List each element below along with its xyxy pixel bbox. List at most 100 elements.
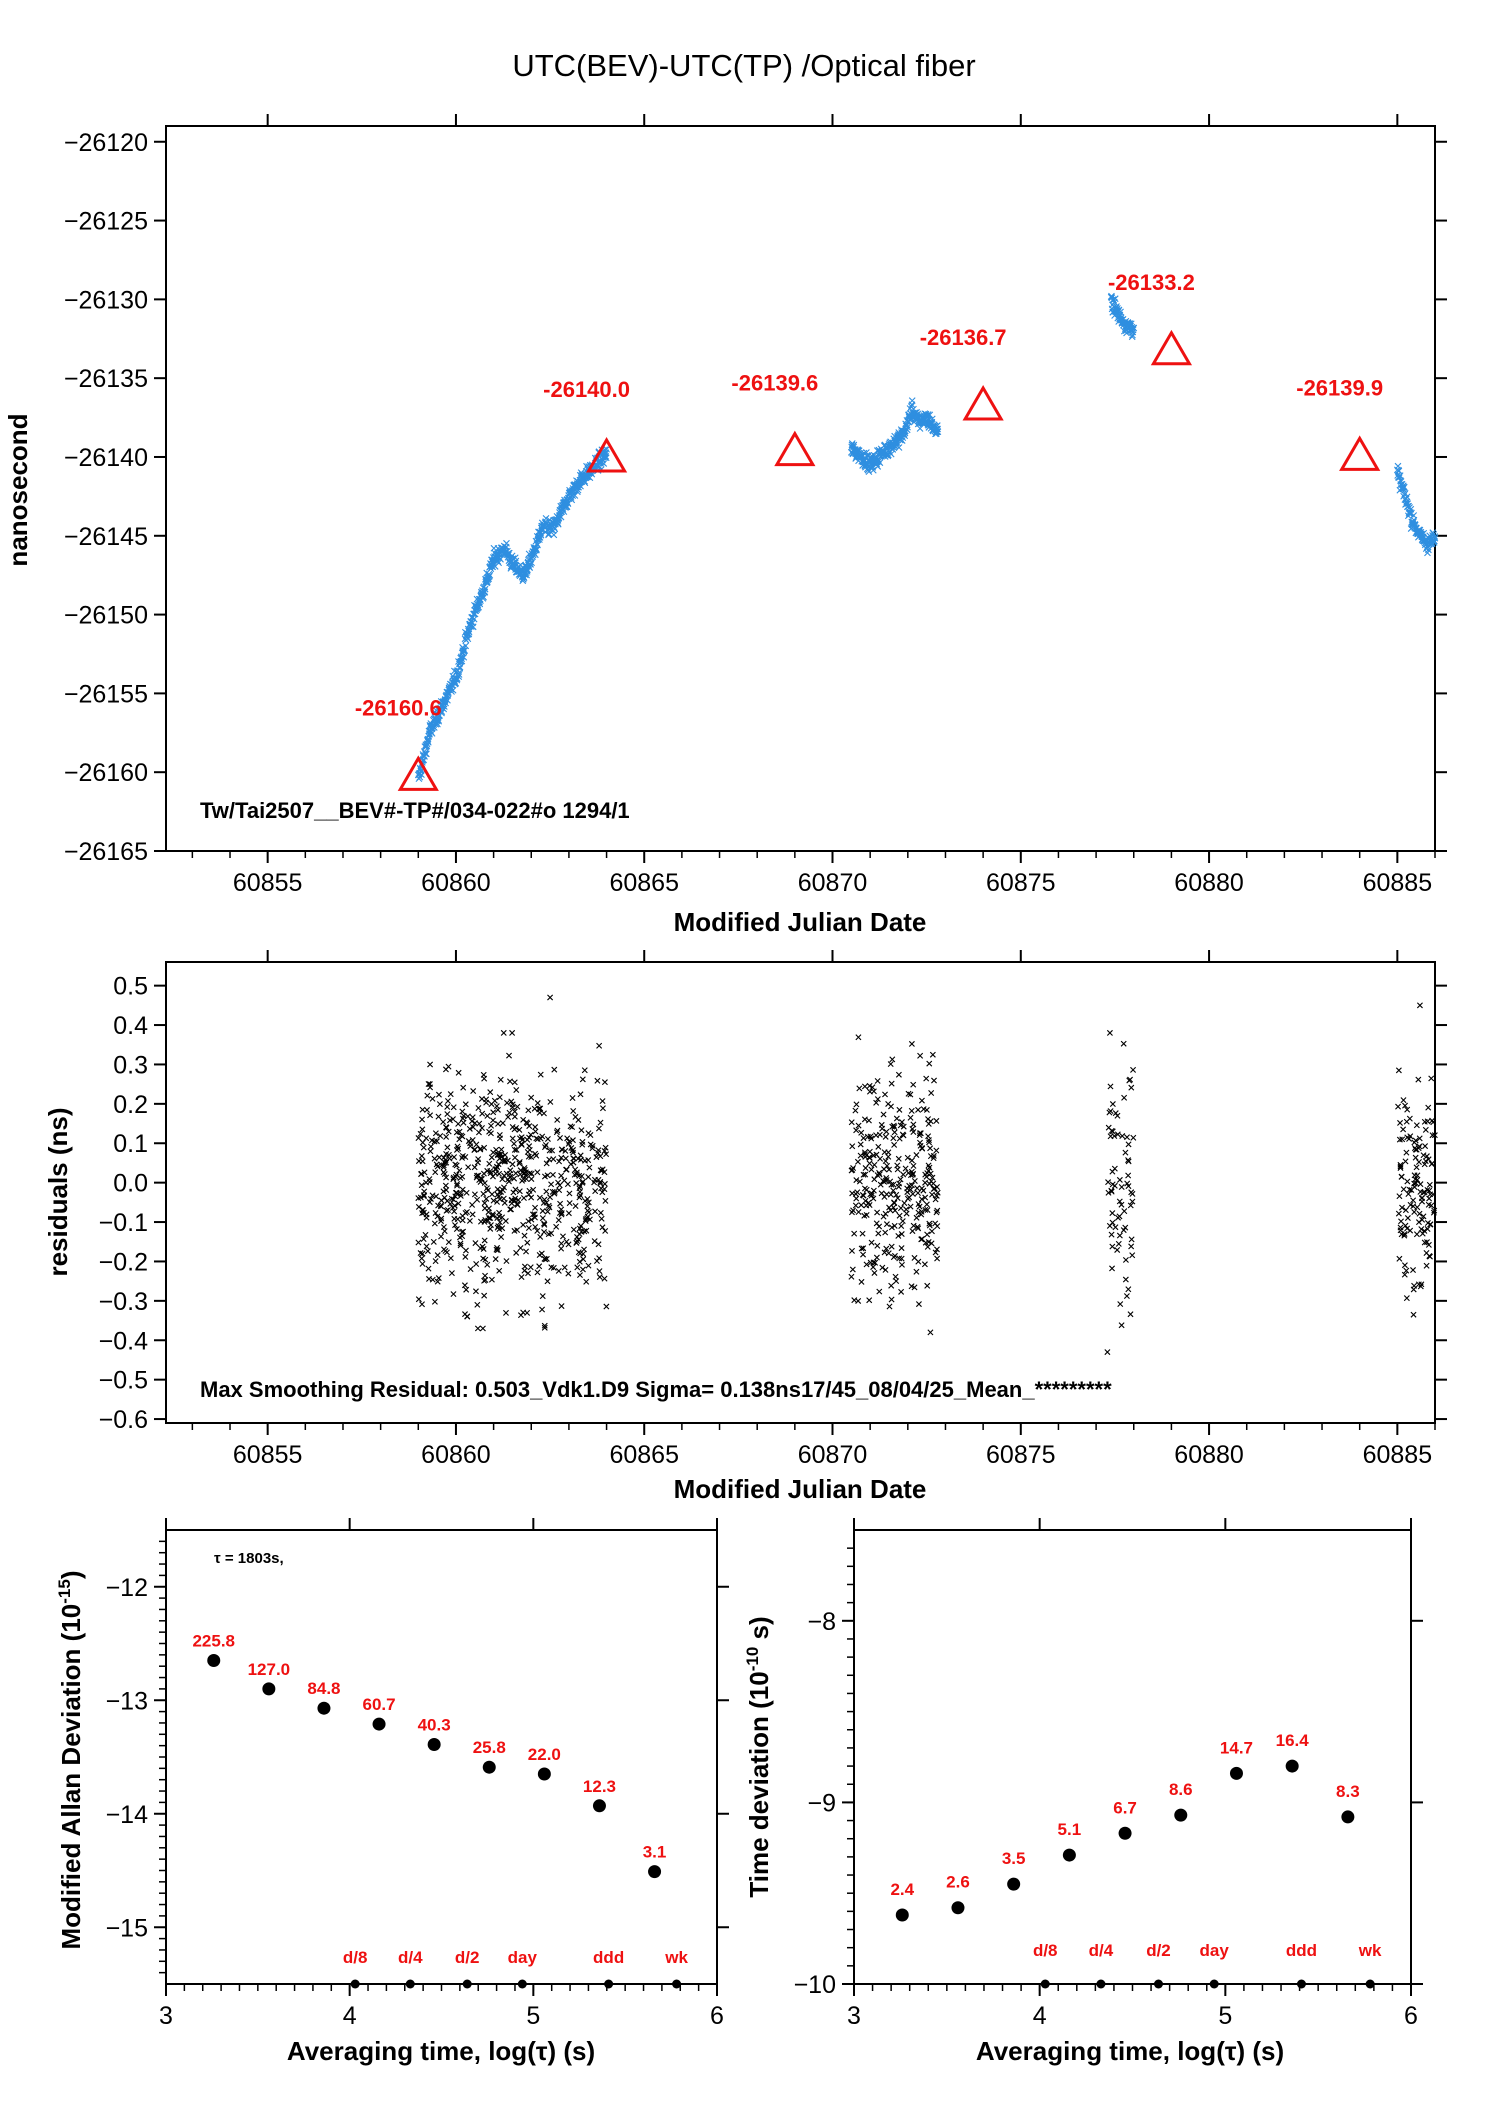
residual-point xyxy=(440,1164,447,1171)
residual-outlier-point xyxy=(1104,1349,1111,1356)
residual-point xyxy=(429,1192,436,1199)
residual-point xyxy=(486,1160,493,1167)
residual-point xyxy=(527,1131,534,1138)
residual-point xyxy=(459,1233,466,1240)
residual-point xyxy=(537,1071,544,1078)
residual-point xyxy=(602,1197,609,1204)
residual-point xyxy=(855,1209,862,1215)
offset-data-point xyxy=(523,567,531,575)
residual-point xyxy=(540,1110,547,1117)
residual-point xyxy=(472,1240,479,1247)
residual-point xyxy=(1125,1158,1132,1165)
residual-point xyxy=(484,1187,491,1194)
residual-point xyxy=(521,1232,528,1239)
residual-point xyxy=(905,1090,912,1097)
residual-point xyxy=(887,1207,894,1214)
residuals-x-tick-label: 60880 xyxy=(1174,1441,1244,1469)
residual-point xyxy=(596,1255,603,1262)
residual-point xyxy=(516,1188,523,1195)
residual-point xyxy=(903,1210,910,1217)
residual-point xyxy=(496,1219,503,1226)
residual-point xyxy=(882,1210,889,1217)
residual-point xyxy=(874,1077,881,1084)
residual-point xyxy=(451,1215,458,1222)
residual-point xyxy=(513,1146,520,1153)
residual-point xyxy=(1116,1176,1123,1183)
residual-point xyxy=(456,1136,463,1143)
residuals-x-tick-label: 60870 xyxy=(798,1441,868,1469)
residual-point xyxy=(528,1176,535,1183)
residual-point xyxy=(922,1206,929,1213)
residual-point xyxy=(487,1089,494,1096)
mdev-period-label: wk xyxy=(664,1948,688,1967)
residual-point xyxy=(462,1247,469,1254)
residual-point xyxy=(507,1206,514,1213)
mdev-period-marker xyxy=(604,1979,614,1989)
residual-point xyxy=(882,1133,889,1140)
residual-point xyxy=(514,1103,521,1110)
residual-point xyxy=(475,1129,482,1136)
residual-point xyxy=(1130,1066,1137,1073)
residual-point xyxy=(455,1200,462,1207)
offset-data-point xyxy=(537,531,545,539)
residual-point xyxy=(540,1199,547,1206)
residual-point xyxy=(875,1143,882,1150)
residual-point xyxy=(1399,1204,1405,1211)
residual-point xyxy=(904,1195,911,1202)
residual-point xyxy=(914,1185,921,1192)
residual-point xyxy=(441,1194,448,1201)
mdev-data-point xyxy=(648,1865,662,1879)
residual-point xyxy=(594,1077,601,1084)
residual-point xyxy=(1405,1191,1412,1198)
residual-point xyxy=(926,1180,933,1187)
tdev-data-label: 2.6 xyxy=(946,1873,970,1892)
residual-point xyxy=(876,1171,883,1178)
residuals-y-tick-label: 0.2 xyxy=(113,1091,148,1119)
residual-point xyxy=(1431,1207,1438,1214)
residual-point xyxy=(452,1161,459,1168)
residual-point xyxy=(866,1088,873,1095)
residual-point xyxy=(444,1207,451,1213)
residual-point xyxy=(1117,1301,1124,1308)
residual-point xyxy=(498,1151,505,1158)
residual-point xyxy=(1128,1084,1135,1091)
residual-point xyxy=(887,1061,894,1068)
residual-point xyxy=(554,1127,561,1134)
offset-mean-marker xyxy=(962,384,1004,421)
residual-point xyxy=(896,1212,903,1219)
residual-point xyxy=(451,1208,458,1215)
residual-point xyxy=(558,1154,565,1161)
residual-point xyxy=(893,1191,900,1198)
offset-data-point xyxy=(874,463,882,470)
residual-point xyxy=(918,1097,925,1104)
residual-point xyxy=(907,1114,914,1121)
residual-point xyxy=(883,1221,890,1228)
residual-point xyxy=(419,1126,426,1133)
residuals-x-tick-label: 60885 xyxy=(1363,1441,1433,1469)
offset-data-point xyxy=(470,615,478,623)
offset-data-point xyxy=(1111,295,1119,303)
residual-point xyxy=(871,1269,878,1276)
residual-point xyxy=(1124,1134,1131,1141)
residual-point xyxy=(440,1154,447,1161)
residual-point xyxy=(418,1182,425,1189)
residual-point xyxy=(570,1107,577,1114)
residual-point xyxy=(1399,1136,1406,1143)
offset-data-point xyxy=(550,531,558,539)
residual-point xyxy=(882,1229,889,1236)
residual-point xyxy=(858,1245,865,1252)
residual-point xyxy=(582,1197,589,1204)
residual-point xyxy=(441,1228,448,1235)
residual-point xyxy=(1430,1209,1437,1216)
residual-point xyxy=(427,1148,434,1155)
residual-point xyxy=(457,1242,464,1249)
residual-point xyxy=(558,1240,565,1247)
residual-point xyxy=(510,1189,517,1196)
offset-data-point xyxy=(456,663,464,671)
residual-point xyxy=(569,1124,576,1131)
tdev-plot-frame xyxy=(853,1529,1412,1985)
residual-point xyxy=(557,1134,563,1141)
residual-point xyxy=(525,1225,532,1231)
residual-point xyxy=(913,1214,920,1221)
residual-point xyxy=(520,1116,527,1123)
